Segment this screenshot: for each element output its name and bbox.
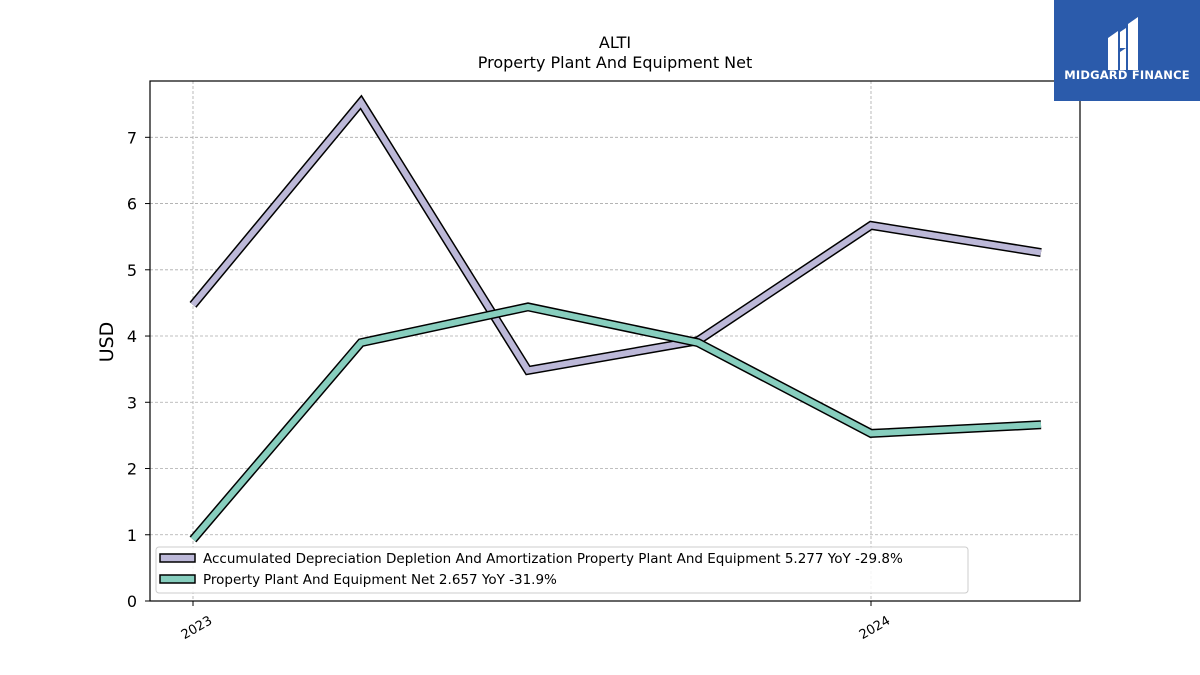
legend-swatch-2 (159, 574, 196, 584)
logo: MIDGARD FINANCE (1054, 0, 1200, 101)
y-axis-label: USD (96, 322, 118, 363)
x-tick-label: 2024 (857, 613, 893, 643)
chart-subtitle: Property Plant And Equipment Net (478, 53, 753, 72)
series-line-1 (190, 97, 1042, 374)
series-lines (189, 94, 1042, 543)
legend-label-1: Accumulated Depreciation Depletion And A… (203, 551, 903, 567)
legend-swatch-1 (159, 553, 196, 563)
legend-label-2: Property Plant And Equipment Net 2.657 Y… (203, 572, 557, 588)
y-tick-label: 3 (127, 393, 137, 412)
chart-title: ALTI (599, 33, 631, 52)
legend-box (155, 546, 969, 594)
y-tick-label: 7 (127, 128, 137, 147)
series-outline-2 (189, 302, 1042, 543)
series-outline-1 (189, 94, 1042, 376)
y-tick-label: 4 (127, 327, 137, 346)
y-tick-label: 2 (127, 460, 137, 479)
y-tick-label: 0 (127, 592, 137, 611)
logo-text: MIDGARD FINANCE (1064, 68, 1190, 82)
y-tick-label: 5 (127, 261, 137, 280)
x-tick-label: 2023 (179, 613, 215, 643)
legend: Accumulated Depreciation Depletion And A… (155, 546, 969, 594)
plot-frame (149, 80, 1081, 602)
y-tick-label: 1 (127, 526, 137, 545)
series-line-2 (190, 303, 1042, 542)
grid-lines (150, 81, 1080, 602)
logo-mark-icon (1108, 17, 1138, 70)
y-tick-label: 6 (127, 195, 137, 214)
